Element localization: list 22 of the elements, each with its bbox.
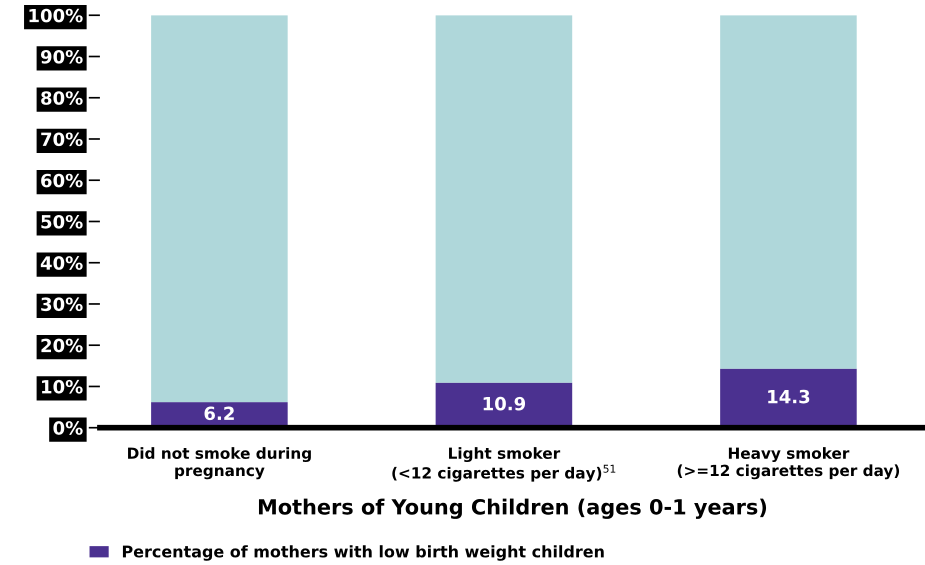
bar (436, 15, 572, 383)
y-tick-label: 60% (41, 174, 83, 188)
data-label: 6.2 (204, 406, 234, 420)
x-axis-title: Mothers of Young Children (ages 0-1 years) (258, 498, 766, 519)
y-tick-label: 40% (40, 256, 83, 270)
y-tick-label: 100% (29, 8, 83, 22)
bar (151, 15, 288, 402)
x-tick-label: Did not smoke during pregnancy (128, 447, 311, 480)
x-tick-label: Heavy smoker (>=12 cigarettes per day) (678, 447, 900, 480)
y-tick-label: 70% (41, 132, 83, 146)
x-tick-label: Light smoker (<12 cigarettes per day)$^{51}$ (392, 447, 616, 482)
y-tick-label: 50% (41, 214, 83, 229)
y-tick-label: 30% (41, 297, 83, 312)
y-tick-label: 10% (42, 380, 83, 394)
y-tick-label: 20% (41, 338, 83, 352)
data-label: 10.9 (484, 396, 526, 410)
data-label: 14.3 (768, 390, 810, 404)
y-tick-label: 90% (40, 50, 83, 64)
bar (720, 15, 857, 369)
y-tick-label: 0% (53, 421, 83, 435)
legend-label: Percentage of mothers with low birth weight children (122, 545, 604, 561)
y-tick-label: 80% (41, 91, 83, 105)
